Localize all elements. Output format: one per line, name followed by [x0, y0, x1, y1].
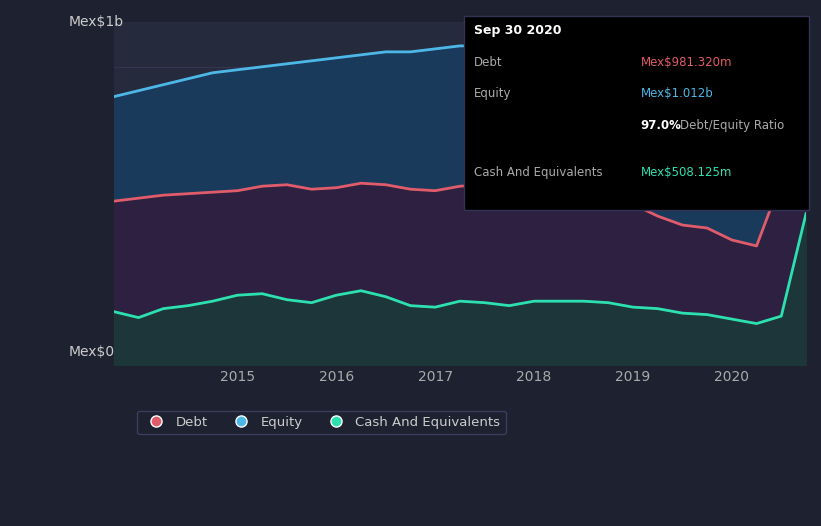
Text: Debt: Debt [474, 56, 502, 69]
Text: Mex$981.320m: Mex$981.320m [640, 56, 732, 69]
Text: Mex$1b: Mex$1b [69, 15, 124, 29]
Legend: Debt, Equity, Cash And Equivalents: Debt, Equity, Cash And Equivalents [137, 411, 506, 434]
Text: Mex$0: Mex$0 [69, 345, 115, 359]
Text: Equity: Equity [474, 87, 511, 100]
Text: Mex$508.125m: Mex$508.125m [640, 166, 732, 179]
Text: 97.0%: 97.0% [640, 119, 681, 132]
Text: Debt/Equity Ratio: Debt/Equity Ratio [680, 119, 784, 132]
Text: Sep 30 2020: Sep 30 2020 [474, 24, 562, 37]
Text: Cash And Equivalents: Cash And Equivalents [474, 166, 603, 179]
Text: Mex$1.012b: Mex$1.012b [640, 87, 713, 100]
